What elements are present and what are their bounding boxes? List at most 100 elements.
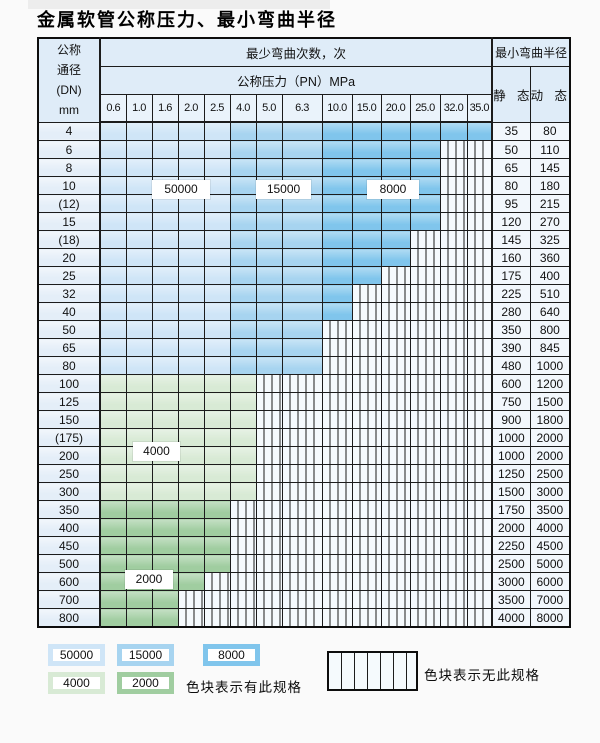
spec-cell-dn65-pn2.5: [203, 338, 231, 357]
spec-cell-dn300-pn1.6: [151, 482, 179, 501]
spec-cell-dn15-pn32.0: [439, 212, 468, 231]
pressure-col-1.0: 1.0: [125, 94, 153, 123]
spec-cell-dn25-pn1.0: [125, 266, 153, 285]
row-dn-300: 300 1500 3000: [37, 482, 571, 501]
legend-swatch-4000: 4000: [48, 672, 105, 694]
spec-cell-dn500-pn10.0: [321, 554, 353, 573]
dynamic-radius-dn10: 180: [529, 176, 571, 195]
cycle-label-50000: 50000: [152, 180, 210, 199]
spec-cell-dn125-pn0.6: [99, 392, 127, 411]
spec-cell-dn350-pn1.0: [125, 500, 153, 519]
spec-cell-dn600-pn20.0: [380, 572, 411, 591]
dn-label-25: 25: [37, 266, 101, 285]
pressure-col-0.6: 0.6: [99, 94, 127, 123]
spec-cell-dn150-pn1.6: [151, 410, 179, 429]
row-dn-(175): (175) 1000 2000: [37, 428, 571, 447]
spec-cell-dn25-pn6.3: [281, 266, 323, 285]
spec-cell-dn800-pn4.0: [229, 608, 257, 628]
legend-swatch-15000: 15000: [117, 644, 174, 666]
spec-cell-dn40-pn4.0: [229, 302, 257, 321]
dynamic-radius-dn6: 110: [529, 140, 571, 159]
pressure-col-25.0: 25.0: [409, 94, 441, 123]
spec-cell-dn4-pn1.0: [125, 121, 153, 141]
spec-cell-dn500-pn2.0: [177, 554, 205, 573]
spec-cell-dn50-pn2.0: [177, 320, 205, 339]
spec-cell-dn450-pn25.0: [409, 536, 441, 555]
spec-cell-dn40-pn20.0: [380, 302, 411, 321]
spec-cell-dn4-pn6.3: [281, 121, 323, 141]
dn-label-150: 150: [37, 410, 101, 429]
static-radius-dn100: 600: [491, 374, 531, 393]
spec-cell-dn250-pn1.0: [125, 464, 153, 483]
spec-cell-dn25-pn15.0: [351, 266, 382, 285]
cycles-header: 最少弯曲次数，次: [99, 37, 493, 67]
spec-cell-dn8-pn25.0: [409, 158, 441, 177]
dn-header-line: mm: [59, 103, 79, 118]
spec-cell-dn350-pn4.0: [229, 500, 257, 519]
static-radius-dn125: 750: [491, 392, 531, 411]
spec-cell-dn15-pn10.0: [321, 212, 353, 231]
dn-label-600: 600: [37, 572, 101, 591]
spec-cell-dn450-pn32.0: [439, 536, 468, 555]
row-dn-6: 6 50 110: [37, 140, 571, 159]
spec-cell-dn8-pn5.0: [255, 158, 283, 177]
spec-cell-dn(18)-pn5.0: [255, 230, 283, 249]
spec-cell-dn125-pn32.0: [439, 392, 468, 411]
spec-cell-dn200-pn20.0: [380, 446, 411, 465]
spec-cell-dn300-pn5.0: [255, 482, 283, 501]
dynamic-radius-dn800: 8000: [529, 608, 571, 628]
spec-cell-dn20-pn4.0: [229, 248, 257, 267]
spec-cell-dn80-pn10.0: [321, 356, 353, 375]
spec-cell-dn800-pn2.5: [203, 608, 231, 628]
spec-cell-dn400-pn1.6: [151, 518, 179, 537]
spec-cell-dn20-pn1.0: [125, 248, 153, 267]
spec-cell-dn(175)-pn0.6: [99, 428, 127, 447]
spec-cell-dn20-pn6.3: [281, 248, 323, 267]
spec-cell-dn600-pn2.5: [203, 572, 231, 591]
spec-cell-dn(12)-pn25.0: [409, 194, 441, 213]
spec-cell-dn40-pn0.6: [99, 302, 127, 321]
pressure-col-10.0: 10.0: [321, 94, 353, 123]
spec-cell-dn450-pn6.3: [281, 536, 323, 555]
spec-cell-dn32-pn25.0: [409, 284, 441, 303]
spec-cell-dn32-pn4.0: [229, 284, 257, 303]
dynamic-radius-dn8: 145: [529, 158, 571, 177]
spec-cell-dn100-pn15.0: [351, 374, 382, 393]
spec-cell-dn125-pn1.6: [151, 392, 179, 411]
spec-cell-dn(175)-pn35.0: [466, 428, 493, 447]
spec-cell-dn8-pn6.3: [281, 158, 323, 177]
pressure-col-6.3: 6.3: [281, 94, 323, 123]
dn-label-65: 65: [37, 338, 101, 357]
row-dn-200: 200 1000 2000: [37, 446, 571, 465]
dynamic-radius-dn(175): 2000: [529, 428, 571, 447]
spec-cell-dn250-pn1.6: [151, 464, 179, 483]
spec-cell-dn150-pn32.0: [439, 410, 468, 429]
spec-cell-dn500-pn25.0: [409, 554, 441, 573]
spec-cell-dn200-pn6.3: [281, 446, 323, 465]
spec-cell-dn500-pn20.0: [380, 554, 411, 573]
spec-cell-dn40-pn15.0: [351, 302, 382, 321]
spec-cell-dn25-pn4.0: [229, 266, 257, 285]
spec-cell-dn65-pn1.6: [151, 338, 179, 357]
spec-cell-dn80-pn1.6: [151, 356, 179, 375]
dynamic-radius-dn500: 5000: [529, 554, 571, 573]
static-radius-dn800: 4000: [491, 608, 531, 628]
spec-cell-dn500-pn32.0: [439, 554, 468, 573]
spec-cell-dn(175)-pn32.0: [439, 428, 468, 447]
spec-cell-dn500-pn5.0: [255, 554, 283, 573]
pressure-header: 公称压力（PN）MPa: [99, 66, 493, 95]
dynamic-radius-dn150: 1800: [529, 410, 571, 429]
row-dn-100: 100 600 1200: [37, 374, 571, 393]
static-col-header: 静 态: [491, 66, 531, 123]
spec-cell-dn400-pn2.0: [177, 518, 205, 537]
spec-cell-dn6-pn1.6: [151, 140, 179, 159]
dn-label-40: 40: [37, 302, 101, 321]
row-dn-800: 800 4000 8000: [37, 608, 571, 628]
spec-cell-dn(18)-pn35.0: [466, 230, 493, 249]
spec-cell-dn10-pn4.0: [229, 176, 257, 195]
spec-cell-dn(18)-pn2.0: [177, 230, 205, 249]
spec-cell-dn8-pn1.6: [151, 158, 179, 177]
radius-header: 最小弯曲半径: [491, 37, 571, 67]
spec-cell-dn80-pn32.0: [439, 356, 468, 375]
